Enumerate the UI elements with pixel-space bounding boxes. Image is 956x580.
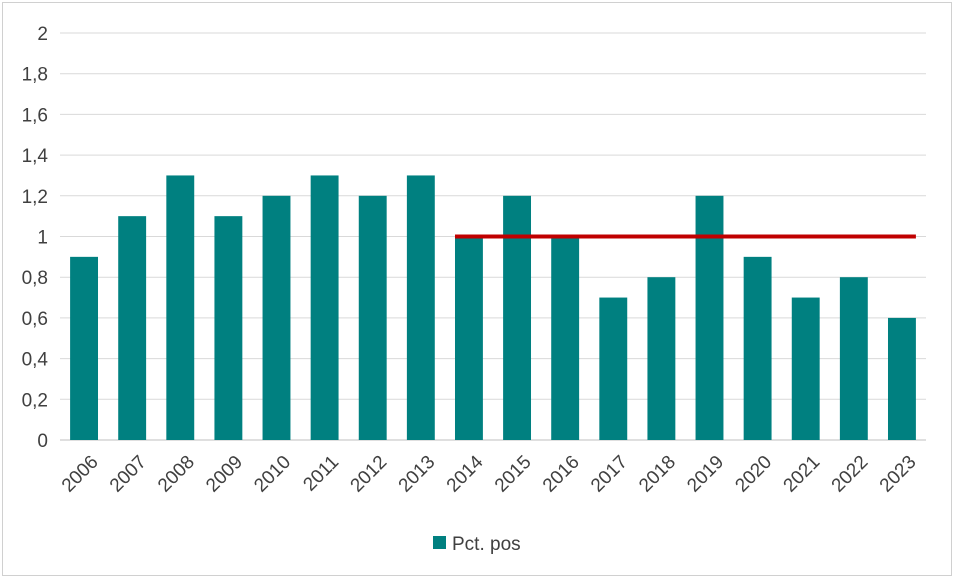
y-tick-label: 0,6 (22, 309, 48, 330)
bar-2021 (791, 297, 820, 440)
x-tick-label-2014: 2014 (443, 451, 488, 496)
x-tick-label-2012: 2012 (347, 452, 392, 497)
y-tick-label: 1,2 (22, 187, 48, 208)
legend: Pct. pos (433, 534, 521, 555)
x-tick-label-2007: 2007 (106, 452, 151, 497)
bar-2007 (118, 216, 147, 440)
bar-2012 (358, 195, 387, 440)
x-tick-label-2013: 2013 (395, 452, 440, 497)
bar-2015 (503, 195, 532, 440)
x-tick-label-2021: 2021 (780, 452, 825, 497)
bar-2014 (454, 236, 483, 440)
y-tick-label: 0,4 (22, 350, 49, 371)
y-tick-label: 0,2 (22, 390, 48, 411)
bar-2018 (647, 277, 676, 440)
bar-2013 (406, 175, 435, 440)
x-tick-label-2020: 2020 (731, 452, 776, 497)
bars (70, 175, 916, 440)
x-tick-label-2010: 2010 (250, 452, 295, 497)
x-axis-tick-labels: 2006 2007 2008 2009 2010 2011 2012 2013 2014 2015… (58, 451, 921, 496)
x-tick-label-2006: 2006 (58, 452, 103, 497)
bar-2023 (887, 317, 916, 440)
bar-2008 (166, 175, 195, 440)
x-tick-label-2009: 2009 (202, 452, 247, 497)
bar-2022 (839, 277, 868, 440)
bar-2009 (214, 216, 243, 440)
y-tick-label: 1,4 (22, 146, 49, 167)
bar-2010 (262, 195, 291, 440)
bar-2020 (743, 256, 772, 440)
y-tick-label: 1 (37, 228, 48, 249)
bar-2019 (695, 195, 724, 440)
bar-2006 (70, 256, 99, 440)
bar-2011 (310, 175, 339, 440)
y-axis-tick-labels: 0 0,2 0,4 0,6 0,8 1 1,2 1,4 1,6 1,8 2 (22, 24, 49, 452)
x-tick-label-2016: 2016 (539, 452, 584, 497)
bar-2016 (551, 236, 580, 440)
y-tick-label: 2 (37, 24, 48, 45)
y-tick-label: 0 (37, 431, 48, 452)
x-tick-label-2018: 2018 (635, 452, 680, 497)
x-tick-label-2015: 2015 (491, 452, 536, 497)
legend-label: Pct. pos (452, 534, 521, 555)
y-tick-label: 1,6 (22, 105, 48, 126)
y-tick-label: 1,8 (22, 65, 48, 86)
x-tick-label-2017: 2017 (587, 452, 632, 497)
x-tick-label-2011: 2011 (299, 452, 343, 496)
x-tick-label-2022: 2022 (828, 452, 873, 497)
x-tick-label-2008: 2008 (154, 452, 199, 497)
y-tick-label: 0,8 (22, 268, 48, 289)
legend-swatch (433, 536, 446, 549)
bar-2017 (599, 297, 628, 440)
x-tick-label-2019: 2019 (683, 452, 728, 497)
x-tick-label-2023: 2023 (876, 452, 921, 497)
